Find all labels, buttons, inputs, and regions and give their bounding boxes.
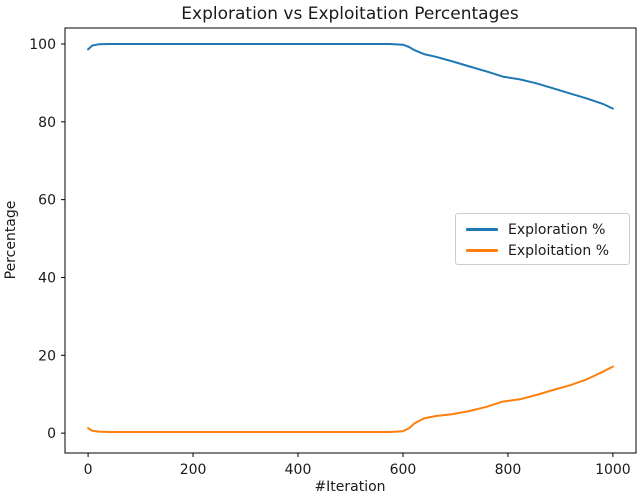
x-tick-label: 600 xyxy=(390,462,417,478)
x-tick-label: 400 xyxy=(285,462,312,478)
chart-title: Exploration vs Exploitation Percentages xyxy=(181,4,519,24)
y-tick-label: 40 xyxy=(38,270,56,286)
legend: Exploration % Exploitation % xyxy=(455,213,630,265)
exploitation-line-swatch xyxy=(466,249,498,252)
y-tick-label: 100 xyxy=(29,37,56,53)
legend-label-exploration: Exploration % xyxy=(508,221,606,238)
exploration-line-swatch xyxy=(466,228,498,231)
y-tick-label: 20 xyxy=(38,348,56,364)
y-axis-label: Percentage xyxy=(3,201,19,280)
x-tick-label: 800 xyxy=(495,462,522,478)
axis-ticks: 0 200 400 600 800 1000 0 20 40 60 80 100 xyxy=(29,37,630,478)
data-lines xyxy=(87,43,614,433)
exploitation-line xyxy=(87,365,614,433)
x-tick-label: 0 xyxy=(84,462,93,478)
legend-label-exploitation: Exploitation % xyxy=(508,242,610,259)
exploration-line xyxy=(87,43,614,110)
y-tick-label: 0 xyxy=(47,426,56,442)
y-tick-label: 80 xyxy=(38,115,56,131)
legend-item-exploitation: Exploitation % xyxy=(456,240,629,261)
x-axis-label: #Iteration xyxy=(314,479,385,495)
x-tick-label: 1000 xyxy=(595,462,631,478)
x-tick-label: 200 xyxy=(180,462,207,478)
y-tick-label: 60 xyxy=(38,193,56,209)
legend-item-exploration: Exploration % xyxy=(456,219,629,240)
